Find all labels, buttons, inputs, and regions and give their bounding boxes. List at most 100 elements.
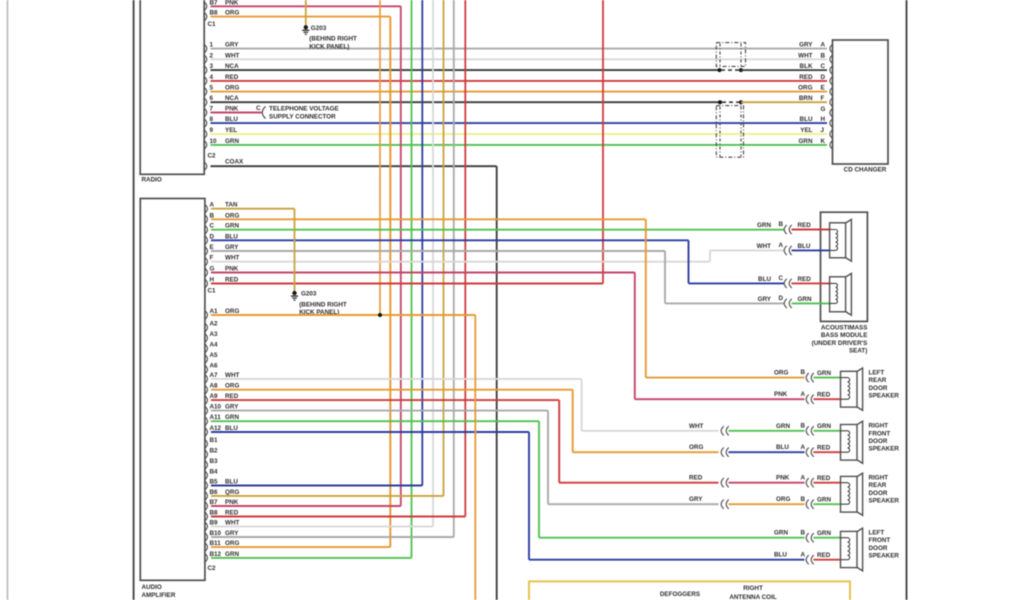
- svg-text:GRY: GRY: [799, 42, 813, 49]
- svg-text:2: 2: [210, 52, 214, 59]
- svg-text:DOOR: DOOR: [869, 545, 888, 552]
- svg-text:A6: A6: [210, 363, 219, 370]
- svg-text:WHT: WHT: [757, 243, 771, 250]
- svg-text:WHT: WHT: [689, 423, 703, 430]
- svg-text:6: 6: [210, 95, 214, 102]
- svg-text:ORG: ORG: [774, 370, 788, 377]
- svg-text:YEL: YEL: [800, 127, 812, 134]
- svg-text:A11: A11: [210, 414, 222, 421]
- svg-text:1: 1: [210, 42, 214, 49]
- svg-text:BLU: BLU: [225, 425, 238, 432]
- svg-text:A: A: [801, 391, 806, 398]
- svg-text:A10: A10: [210, 404, 222, 411]
- svg-text:PNK: PNK: [225, 266, 239, 273]
- svg-text:B4: B4: [210, 468, 219, 475]
- svg-text:GRN: GRN: [817, 370, 831, 377]
- svg-text:FRONT: FRONT: [869, 430, 891, 437]
- svg-text:RED: RED: [817, 552, 831, 559]
- svg-text:SEAT): SEAT): [849, 348, 867, 355]
- svg-text:RED: RED: [817, 475, 831, 482]
- svg-text:BLU: BLU: [225, 479, 238, 486]
- svg-text:DOOR: DOOR: [869, 438, 888, 445]
- svg-text:KICK PANEL): KICK PANEL): [309, 43, 349, 50]
- svg-text:B8: B8: [210, 510, 219, 517]
- svg-text:REAR: REAR: [869, 377, 887, 384]
- svg-text:ORG: ORG: [225, 212, 239, 219]
- svg-text:RED: RED: [799, 74, 813, 81]
- svg-text:GRN: GRN: [799, 138, 813, 145]
- svg-text:ORG: ORG: [798, 85, 812, 92]
- svg-text:GRN: GRN: [774, 530, 788, 537]
- svg-text:9: 9: [210, 127, 214, 134]
- svg-text:A: A: [210, 202, 215, 209]
- svg-text:BLU: BLU: [225, 116, 238, 123]
- svg-text:GRN: GRN: [225, 414, 239, 421]
- svg-text:RIGHT: RIGHT: [869, 475, 889, 482]
- svg-text:SPEAKER: SPEAKER: [869, 446, 900, 453]
- svg-text:BLU: BLU: [758, 276, 771, 283]
- svg-text:C1: C1: [208, 287, 217, 294]
- svg-text:BLK: BLK: [800, 63, 813, 70]
- svg-text:RIGHT: RIGHT: [869, 423, 889, 430]
- svg-text:SUPPLY CONNECTOR: SUPPLY CONNECTOR: [269, 113, 336, 120]
- svg-text:5: 5: [210, 85, 214, 92]
- svg-text:WHT: WHT: [225, 52, 239, 59]
- svg-text:B: B: [801, 422, 806, 429]
- svg-text:ACOUSTIMASS: ACOUSTIMASS: [821, 325, 868, 332]
- svg-text:SPEAKER: SPEAKER: [869, 553, 900, 560]
- svg-text:C1: C1: [208, 21, 217, 28]
- svg-text:F: F: [821, 95, 825, 102]
- svg-text:8: 8: [210, 116, 214, 123]
- svg-text:DOOR: DOOR: [869, 490, 888, 497]
- svg-text:DEFOGGERS: DEFOGGERS: [660, 591, 700, 598]
- svg-text:(BEHIND RIGHT: (BEHIND RIGHT: [299, 301, 347, 308]
- svg-text:C: C: [256, 105, 261, 112]
- svg-text:LEFT: LEFT: [869, 369, 885, 376]
- svg-text:C: C: [779, 275, 784, 282]
- svg-text:GRN: GRN: [776, 423, 790, 430]
- svg-text:B12: B12: [210, 551, 222, 558]
- svg-text:B9: B9: [210, 519, 219, 526]
- svg-text:A5: A5: [210, 352, 219, 359]
- svg-text:ANTENNA COIL: ANTENNA COIL: [729, 594, 776, 600]
- svg-text:A2: A2: [210, 321, 219, 328]
- svg-text:BLU: BLU: [225, 233, 238, 240]
- svg-text:GRY: GRY: [225, 404, 239, 411]
- svg-text:B8: B8: [210, 10, 219, 17]
- svg-text:A12: A12: [210, 425, 222, 432]
- svg-text:B7: B7: [210, 499, 219, 506]
- svg-text:GRY: GRY: [758, 296, 772, 303]
- svg-text:GRN: GRN: [225, 138, 239, 145]
- svg-text:H: H: [821, 116, 826, 123]
- svg-text:BASS MODULE: BASS MODULE: [821, 332, 868, 339]
- svg-text:A7: A7: [210, 372, 219, 379]
- svg-text:B: B: [801, 529, 806, 536]
- svg-text:C2: C2: [208, 153, 217, 160]
- svg-text:A: A: [801, 444, 806, 451]
- svg-text:ORG: ORG: [225, 85, 239, 92]
- svg-text:B6: B6: [210, 489, 219, 496]
- svg-text:SPEAKER: SPEAKER: [869, 498, 900, 505]
- svg-text:A4: A4: [210, 342, 219, 349]
- svg-text:TELEPHONE VOLTAGE: TELEPHONE VOLTAGE: [269, 105, 339, 112]
- svg-text:ORG: ORG: [225, 383, 239, 390]
- svg-text:GRY: GRY: [225, 42, 239, 49]
- svg-text:4: 4: [210, 74, 214, 81]
- svg-text:A: A: [821, 42, 826, 49]
- svg-text:G203: G203: [301, 291, 317, 298]
- svg-text:ORG: ORG: [225, 10, 239, 17]
- svg-text:B5: B5: [210, 479, 219, 486]
- svg-text:AMPLIFIER: AMPLIFIER: [142, 592, 176, 599]
- svg-text:BRN: BRN: [799, 95, 813, 102]
- svg-text:GRN: GRN: [817, 530, 831, 537]
- svg-text:NCA: NCA: [225, 63, 239, 70]
- svg-text:B10: B10: [210, 530, 222, 537]
- svg-text:PNK: PNK: [774, 391, 788, 398]
- svg-text:(BEHIND RIGHT: (BEHIND RIGHT: [309, 36, 357, 43]
- svg-text:WHT: WHT: [225, 372, 239, 379]
- svg-text:ORG: ORG: [225, 540, 239, 547]
- svg-text:WHT: WHT: [225, 255, 239, 262]
- svg-text:J: J: [821, 127, 825, 134]
- svg-text:10: 10: [210, 138, 218, 145]
- svg-text:3: 3: [210, 63, 214, 70]
